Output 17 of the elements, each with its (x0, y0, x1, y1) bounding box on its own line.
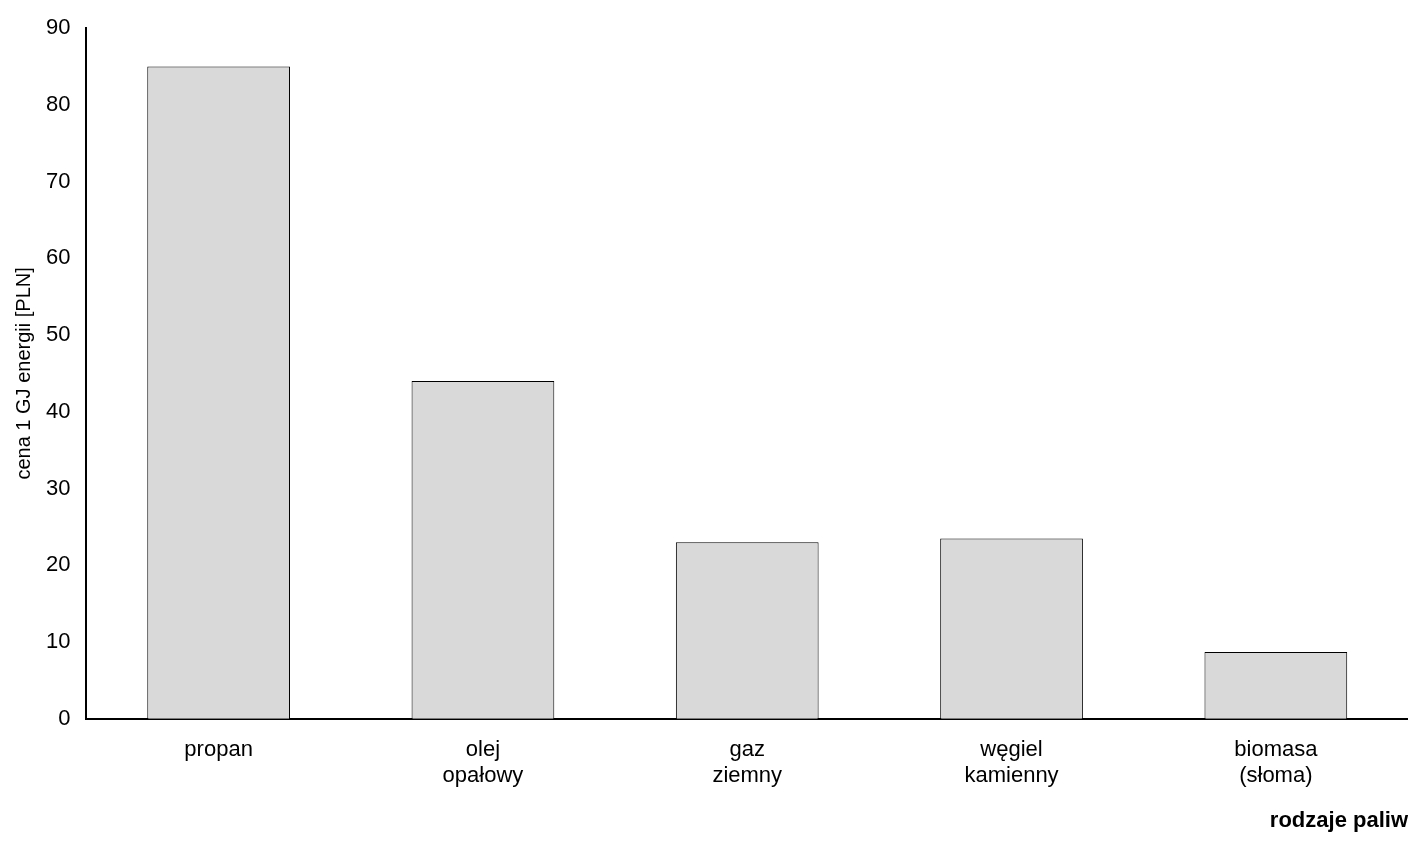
y-tick-label: 30 (45, 474, 71, 500)
x-tick-label: gaz ziemny (712, 736, 783, 788)
y-tick-label: 10 (45, 628, 71, 654)
x-tick-label: propan (184, 736, 253, 762)
y-tick-label: 80 (45, 90, 71, 116)
y-tick-label: 0 (58, 704, 71, 730)
x-tick-label: olej opałowy (442, 736, 524, 788)
x-tick-label: węgiel kamienny (964, 736, 1059, 788)
y-tick-label: 90 (45, 14, 71, 40)
y-axis-title: cena 1 GJ energii [PLN] (11, 267, 34, 480)
y-tick-label: 70 (45, 167, 71, 193)
y-tick-label: 60 (45, 244, 71, 270)
x-axis-title: rodzaje paliw (1269, 806, 1409, 832)
y-tick-label: 50 (45, 321, 71, 347)
y-tick-label: 20 (45, 551, 71, 577)
y-tick-label: 40 (45, 397, 71, 423)
x-tick-label: biomasa (słoma) (1234, 736, 1319, 788)
